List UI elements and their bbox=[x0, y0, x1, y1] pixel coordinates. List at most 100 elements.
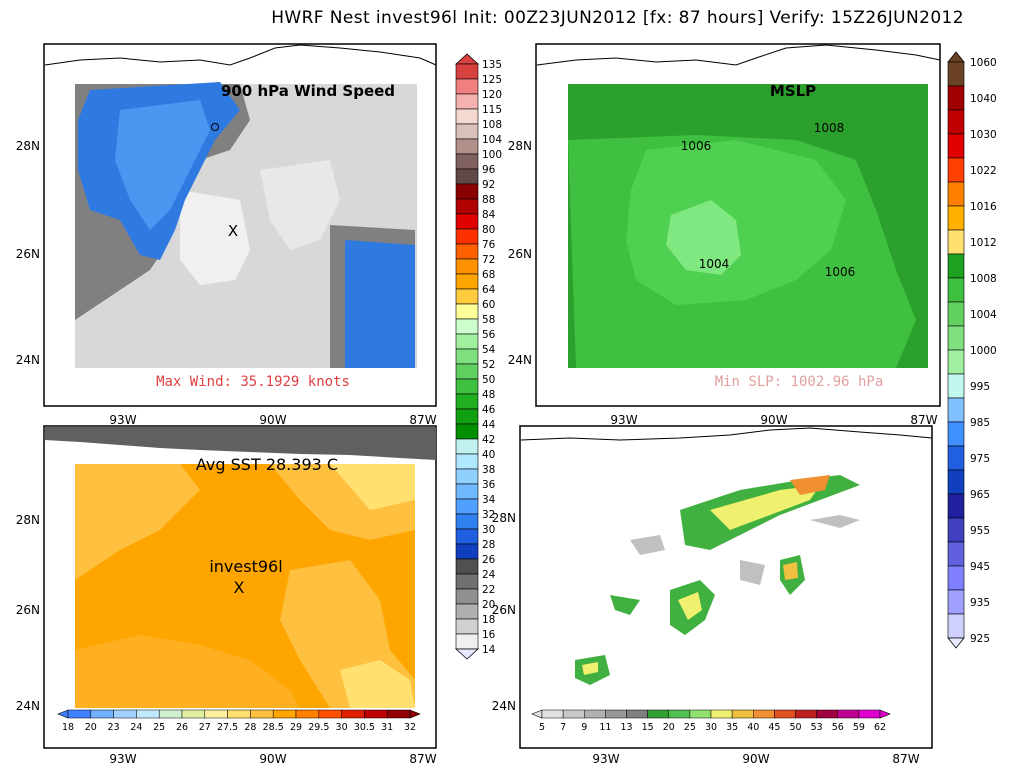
precip-colorbar-swatch bbox=[731, 709, 754, 719]
wind-colorbar-swatch bbox=[455, 183, 479, 200]
mslp-colorbar-swatch bbox=[947, 541, 965, 567]
sst-colorbar-swatch bbox=[364, 709, 388, 719]
wind-colorbar-label: 16 bbox=[482, 629, 496, 641]
precip-colorbar-swatch bbox=[795, 709, 817, 719]
wind-colorbar-label: 80 bbox=[482, 224, 495, 236]
wind-colorbar-label: 52 bbox=[482, 359, 495, 371]
precip-colorbar-label: 11 bbox=[599, 722, 611, 733]
mslp-colorbar-label: 1008 bbox=[970, 273, 997, 285]
wind-colorbar-swatch bbox=[455, 213, 479, 230]
precip-colorbar-swatch bbox=[710, 709, 733, 719]
sst-colorbar: 18 20 23 24 25 26 27 27.5 28 28.5 29 29.5 30 30.5 31 32 bbox=[57, 709, 421, 733]
precip-colorbar-label: 50 bbox=[789, 722, 801, 733]
precip-colorbar: 5 7 9 11 13 15 20 25 30 35 40 45 50 53 56 59 62 bbox=[531, 709, 891, 733]
precip-lon-87: 87W bbox=[892, 752, 919, 766]
precip-colorbar-label: 53 bbox=[811, 722, 823, 733]
mslp-colorbar-swatch bbox=[947, 85, 965, 111]
precip-colorbar-swatch bbox=[837, 709, 860, 719]
precip-colorbar-swatch bbox=[753, 709, 775, 719]
mslp-colorbar-bottom-arrow bbox=[947, 637, 965, 649]
wind-colorbar-label: 84 bbox=[482, 209, 496, 221]
wind-colorbar-swatch bbox=[455, 378, 479, 395]
mslp-colorbar-swatch bbox=[947, 373, 965, 399]
mslp-lon-93: 93W bbox=[610, 413, 637, 427]
sst-colorbar-swatch bbox=[181, 709, 206, 719]
sst-colorbar-label: 32 bbox=[404, 722, 416, 733]
mslp-colorbar-swatch bbox=[947, 109, 965, 135]
sst-lon-93: 93W bbox=[109, 752, 136, 766]
wind-colorbar-swatch bbox=[455, 108, 479, 125]
mslp-colorbar-swatch bbox=[947, 61, 965, 87]
wind-colorbar-label: 46 bbox=[482, 404, 496, 416]
wind-colorbar-label: 135 bbox=[482, 59, 502, 71]
mslp-colorbar-swatch bbox=[947, 301, 965, 327]
mslp-panel: 1008 1006 1004 1006 MSLP Min SLP: 1002.9… bbox=[508, 43, 941, 427]
precip-colorbar-label: 7 bbox=[560, 722, 566, 733]
precip-lat-24: 24N bbox=[492, 699, 516, 713]
wind-colorbar-bottom-arrow bbox=[454, 648, 480, 660]
precip-colorbar-label: 62 bbox=[874, 722, 886, 733]
sst-colorbar-swatch bbox=[204, 709, 228, 719]
mslp-colorbar-swatch bbox=[947, 565, 965, 591]
precip-colorbar-swatch bbox=[605, 709, 627, 719]
wind-colorbar-label: 36 bbox=[482, 479, 496, 491]
wind-colorbar-swatch bbox=[455, 363, 479, 380]
sst-colorbar-label: 23 bbox=[108, 722, 120, 733]
mslp-colorbar-label: 1022 bbox=[970, 165, 997, 177]
sst-lat-28: 28N bbox=[16, 513, 40, 527]
wind-colorbar-label: 42 bbox=[482, 434, 495, 446]
sst-colorbar-label: 26 bbox=[176, 722, 188, 733]
wind-colorbar-label: 14 bbox=[482, 644, 496, 656]
wind-panel: X 900 hPa Wind Speed Max Wind: 35.1929 k… bbox=[16, 43, 437, 427]
mslp-colorbar-label: 1060 bbox=[970, 57, 997, 69]
sst-colorbar-swatch bbox=[67, 709, 92, 719]
wind-colorbar-swatch bbox=[455, 258, 479, 275]
precip-colorbar-swatch bbox=[541, 709, 564, 719]
wind-colorbar-swatch bbox=[455, 138, 479, 155]
sst-colorbar-swatch bbox=[136, 709, 160, 719]
mslp-colorbar-swatch bbox=[947, 589, 965, 615]
precip-colorbar-swatch bbox=[562, 709, 585, 719]
mslp-lat-26: 26N bbox=[508, 247, 532, 261]
mslp-colorbar-label: 1030 bbox=[970, 129, 997, 141]
precip-colorbar-swatch bbox=[774, 709, 796, 719]
mslp-colorbar-swatch bbox=[947, 205, 965, 231]
wind-colorbar-label: 28 bbox=[482, 539, 495, 551]
mslp-colorbar-swatch bbox=[947, 133, 965, 159]
sst-colorbar-swatch bbox=[90, 709, 114, 719]
wind-colorbar-label: 88 bbox=[482, 194, 495, 206]
mslp-colorbar-swatch bbox=[947, 325, 965, 351]
wind-colorbar-swatch bbox=[455, 318, 479, 335]
wind-colorbar-label: 20 bbox=[482, 599, 495, 611]
wind-panel-label: 900 hPa Wind Speed bbox=[221, 82, 395, 100]
sst-colorbar-label: 30.5 bbox=[354, 722, 375, 733]
precip-colorbar-swatch bbox=[816, 709, 838, 719]
sst-colorbar-label: 27 bbox=[199, 722, 211, 733]
precip-colorbar-label: 25 bbox=[684, 722, 696, 733]
mslp-contour-label-1008: 1008 bbox=[814, 121, 845, 135]
wind-colorbar-swatch bbox=[455, 93, 479, 110]
precip-lon-93: 93W bbox=[592, 752, 619, 766]
wind-colorbar: 135 125 120 115 108 104 100 96 92 88 84 80 76 72 68 64 6… bbox=[454, 53, 502, 660]
mslp-contour-label-1006a: 1006 bbox=[681, 139, 712, 153]
wind-colorbar-label: 92 bbox=[482, 179, 495, 191]
sst-colorbar-label: 29 bbox=[290, 722, 302, 733]
wind-colorbar-label: 108 bbox=[482, 119, 502, 131]
sst-colorbar-label: 24 bbox=[130, 722, 142, 733]
wind-max-annotation: Max Wind: 35.1929 knots bbox=[156, 374, 350, 390]
mslp-lon-90: 90W bbox=[760, 413, 787, 427]
wind-colorbar-label: 76 bbox=[482, 239, 496, 251]
mslp-colorbar-swatch bbox=[947, 613, 965, 639]
wind-colorbar-swatch bbox=[455, 168, 479, 185]
precip-colorbar-label: 30 bbox=[705, 722, 717, 733]
sst-colorbar-swatch bbox=[341, 709, 365, 719]
wind-colorbar-label: 34 bbox=[482, 494, 496, 506]
wind-colorbar-label: 72 bbox=[482, 254, 495, 266]
wind-colorbar-label: 58 bbox=[482, 314, 495, 326]
precip-colorbar-label: 13 bbox=[620, 722, 632, 733]
precip-colorbar-swatch bbox=[668, 709, 691, 719]
mslp-colorbar-label: 945 bbox=[970, 561, 990, 573]
precip-colorbar-label: 15 bbox=[642, 722, 654, 733]
mslp-colorbar-label: 925 bbox=[970, 633, 990, 645]
sst-lat-26: 26N bbox=[16, 603, 40, 617]
